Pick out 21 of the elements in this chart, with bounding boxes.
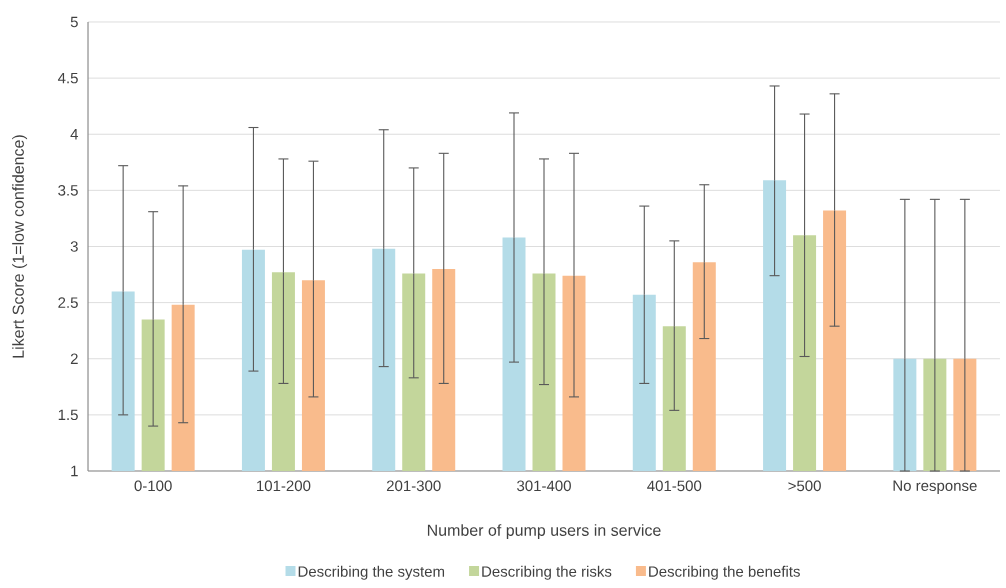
x-tick-label: 0-100 — [134, 480, 172, 492]
x-tick-label: 301-400 — [517, 480, 571, 492]
legend-label: Describing the system — [298, 565, 445, 580]
y-tick-label: 3 — [70, 241, 78, 252]
y-tick-label: 1 — [71, 465, 78, 477]
x-tick-label: 401-500 — [647, 480, 702, 492]
x-axis-title: Number of pump users in service — [427, 524, 661, 540]
x-tick-label: >500 — [788, 480, 821, 492]
y-axis-title: Likert Score (1=low confidence) — [12, 135, 28, 358]
x-tick-label: 201-300 — [386, 480, 441, 492]
x-tick-label: No response — [893, 480, 977, 494]
y-tick-label: 2.5 — [58, 297, 78, 308]
y-tick-label: 2 — [70, 353, 78, 364]
legend-label: Describing the risks — [482, 565, 612, 580]
legend-label: Describing the benefits — [649, 565, 800, 580]
y-tick-label: 3.5 — [58, 185, 78, 196]
y-tick-label: 5 — [70, 16, 78, 28]
y-tick-label: 4.5 — [57, 72, 78, 84]
y-tick-label: 1.5 — [58, 409, 78, 421]
y-tick-label: 4 — [70, 129, 79, 140]
x-tick-label: 101-200 — [257, 480, 311, 492]
